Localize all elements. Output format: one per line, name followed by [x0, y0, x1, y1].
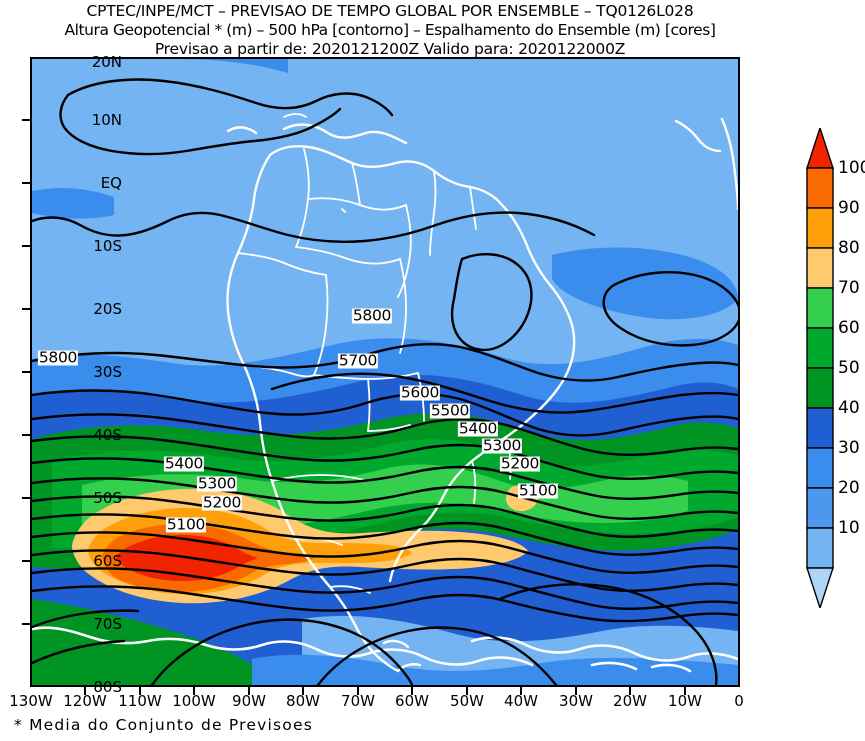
x-tick-label: 60W — [395, 692, 429, 710]
x-tick-label: 110W — [118, 692, 162, 710]
x-tick-mark — [684, 687, 686, 695]
x-tick-label: 10W — [668, 692, 702, 710]
contour-label: 5400 — [457, 419, 499, 438]
y-tick-mark — [22, 182, 30, 184]
x-tick-label: 50W — [450, 692, 484, 710]
colorbar-tick-label: 90 — [838, 198, 860, 218]
y-tick-label: 60S — [93, 552, 122, 570]
title-line-2: Altura Geopotencial * (m) – 500 hPa [con… — [64, 21, 716, 39]
y-tick-mark — [22, 371, 30, 373]
colorbar-tick-label: 80 — [838, 238, 860, 258]
title-line-3: Previsao a partir de: 2020121200Z Valido… — [154, 40, 626, 58]
y-tick-label: 70S — [93, 615, 122, 633]
x-tick-label: 30W — [559, 692, 593, 710]
contour-label: 5100 — [165, 515, 207, 534]
chart-title-block: CPTEC/INPE/MCT – PREVISAO DE TEMPO GLOBA… — [0, 0, 780, 59]
map-plot-area — [30, 57, 740, 687]
y-tick-label: 30S — [93, 363, 122, 381]
contour-label: 5300 — [481, 436, 523, 455]
x-tick-mark — [411, 687, 413, 695]
x-tick-mark — [575, 687, 577, 695]
x-tick-label: 100W — [172, 692, 216, 710]
x-tick-mark — [520, 687, 522, 695]
colorbar-tick-label: 30 — [838, 438, 860, 458]
y-tick-label: EQ — [100, 174, 122, 192]
x-tick-mark — [302, 687, 304, 695]
x-tick-label: 20W — [613, 692, 647, 710]
colorbar-tick-label: 70 — [838, 278, 860, 298]
contour-label: 5400 — [163, 454, 205, 473]
y-tick-mark — [22, 119, 30, 121]
y-tick-label: 20S — [93, 300, 122, 318]
y-tick-label: 10N — [91, 111, 122, 129]
contour-label: 5300 — [196, 474, 238, 493]
contour-label: 5600 — [399, 383, 441, 402]
x-tick-label: 0 — [734, 692, 744, 710]
y-tick-mark — [22, 623, 30, 625]
y-tick-label: 80S — [93, 678, 122, 696]
colorbar-tick-label: 20 — [838, 478, 860, 498]
x-tick-mark — [466, 687, 468, 695]
x-tick-mark — [357, 687, 359, 695]
colorbar-swatches — [806, 125, 834, 611]
contour-label: 5700 — [337, 351, 379, 370]
y-tick-label: 40S — [93, 426, 122, 444]
contour-layer — [32, 78, 738, 685]
x-tick-label: 80W — [286, 692, 320, 710]
colorbar-tick-label: 40 — [838, 398, 860, 418]
y-tick-mark — [22, 434, 30, 436]
contour-label: 5500 — [429, 401, 471, 420]
x-tick-mark — [139, 687, 141, 695]
x-tick-mark — [84, 687, 86, 695]
y-tick-label: 10S — [93, 237, 122, 255]
footnote: * Media do Conjunto de Previsoes — [14, 716, 313, 734]
colorbar-tick-label: 10 — [838, 518, 860, 538]
x-tick-mark — [193, 687, 195, 695]
y-tick-mark — [22, 308, 30, 310]
contour-label: 5800 — [37, 348, 79, 367]
x-tick-label: 130W — [9, 692, 53, 710]
colorbar: 100 90 80 70 60 50 40 30 20 10 — [806, 125, 865, 611]
x-tick-label: 70W — [341, 692, 375, 710]
contour-label: 5200 — [499, 454, 541, 473]
x-tick-mark — [629, 687, 631, 695]
contour-label: 5800 — [351, 306, 393, 325]
colorbar-tick-label: 50 — [838, 358, 860, 378]
colorbar-tick-label: 100 — [838, 158, 865, 178]
y-tick-mark — [22, 560, 30, 562]
contour-label: 5100 — [517, 481, 559, 500]
x-tick-label: 40W — [504, 692, 538, 710]
x-tick-label: 120W — [63, 692, 107, 710]
contour-label: 5200 — [201, 493, 243, 512]
y-tick-label: 20N — [91, 53, 122, 71]
x-tick-label: 90W — [232, 692, 266, 710]
x-tick-mark — [248, 687, 250, 695]
map-canvas — [32, 59, 738, 685]
antarctic-coastline — [32, 626, 738, 673]
colorbar-tick-label: 60 — [838, 318, 860, 338]
y-tick-mark — [22, 245, 30, 247]
y-tick-mark — [22, 497, 30, 499]
title-line-1: CPTEC/INPE/MCT – PREVISAO DE TEMPO GLOBA… — [86, 2, 694, 20]
y-tick-label: 50S — [93, 489, 122, 507]
